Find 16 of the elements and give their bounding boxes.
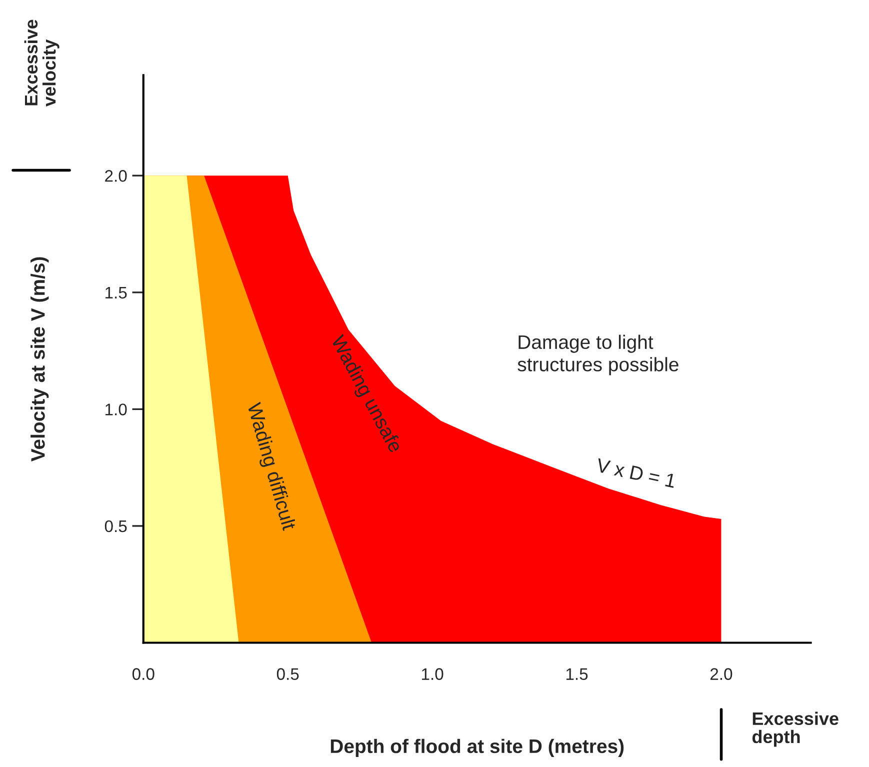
y-tick-label: 0.5 xyxy=(104,520,127,532)
x-axis-title: Depth of flood at site D (metres) xyxy=(330,738,624,757)
x-tick-label: 1.5 xyxy=(566,668,588,680)
x-tick-label: 0.0 xyxy=(132,668,154,680)
x-tick-label: 0.5 xyxy=(276,668,299,680)
text: Excessive velocity xyxy=(24,20,60,106)
text: Excessive depth xyxy=(752,712,838,747)
annotation: V x D = 1 xyxy=(596,458,676,488)
y-tick-label: 1.5 xyxy=(106,286,127,299)
y-tick-label: 2.0 xyxy=(105,170,127,182)
x-tick-label: 1.0 xyxy=(422,668,444,680)
x-tick-label: 2.0 xyxy=(710,668,732,680)
annotation: Damage to light structures possible xyxy=(518,334,678,376)
annotation: Wading difficult xyxy=(243,402,297,532)
y-axis-title: Velocity at site V (m/s) xyxy=(30,257,49,462)
y-tick-label: 1.0 xyxy=(106,404,127,416)
